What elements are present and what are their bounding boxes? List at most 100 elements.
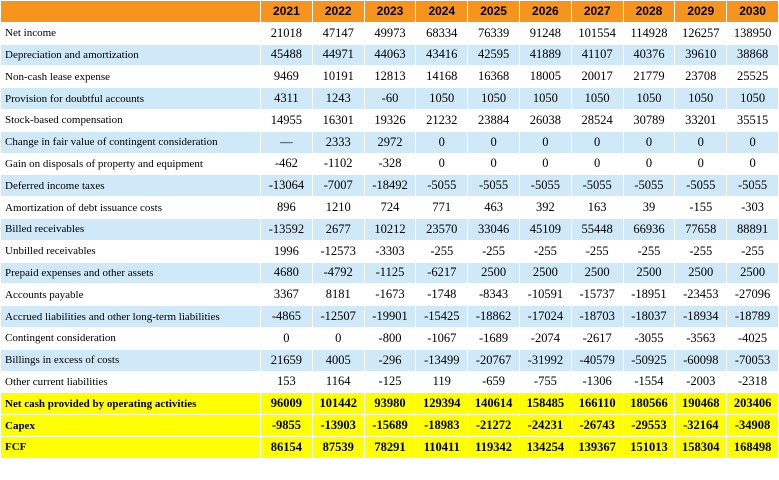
table-row: Billed receivables -13592 2677 10212 23570 33… [0, 217, 779, 241]
cell-value: 2500 [518, 261, 572, 285]
table-row: Contingent consideration 0 0 -800 -1067 -1689… [0, 326, 779, 350]
cell-value: 39610 [674, 43, 728, 67]
row-label: Unbilled receivables [0, 239, 261, 263]
cell-value: -3303 [363, 239, 417, 263]
cell-value: 45109 [518, 217, 572, 241]
header-corner [0, 0, 261, 23]
cell-value: 110411 [415, 435, 469, 459]
cell-value: 44063 [363, 43, 417, 67]
cell-value: 35515 [726, 108, 779, 132]
cell-value: -296 [363, 348, 417, 372]
cell-value: 2500 [726, 261, 779, 285]
cell-value: -18789 [726, 305, 779, 328]
cell-value: -13592 [260, 217, 313, 241]
cell-value: -255 [415, 239, 469, 263]
cell-value: -27096 [726, 283, 779, 307]
table-row: Non-cash lease expense 9469 10191 12813 1416… [0, 65, 779, 89]
cell-value: -1748 [415, 283, 469, 307]
cell-value: 4005 [311, 348, 365, 372]
cell-value: -755 [518, 370, 572, 394]
cell-value: 88891 [726, 217, 779, 241]
cell-value: 463 [467, 196, 520, 219]
cell-value: -70053 [726, 348, 779, 372]
table-row: Gain on disposals of property and equipm… [0, 152, 779, 176]
cell-value: -7007 [311, 174, 365, 198]
table-row: Net cash provided by operating activitie… [0, 392, 779, 416]
cell-value: 2972 [363, 130, 417, 154]
row-label: Change in fair value of contingent consi… [0, 130, 261, 154]
cell-value: -2318 [726, 370, 779, 394]
year-header: 2022 [311, 0, 365, 23]
cell-value: -2003 [674, 370, 728, 394]
row-label: Amortization of debt issuance costs [0, 196, 261, 219]
cell-value: 0 [415, 152, 469, 176]
cell-value: 21779 [622, 65, 676, 89]
row-label: Depreciation and amortization [0, 43, 261, 67]
row-label: Gain on disposals of property and equipm… [0, 152, 261, 176]
cell-value: 134254 [518, 435, 572, 459]
cell-value: 41107 [570, 43, 624, 67]
cell-value: 1164 [311, 370, 365, 394]
cell-value: -2074 [518, 326, 572, 350]
cell-value: -255 [467, 239, 520, 263]
cell-value: 119 [415, 370, 469, 394]
cell-value: 96009 [260, 392, 313, 416]
row-label: Net cash provided by operating activitie… [0, 392, 261, 416]
cell-value: 2677 [311, 217, 365, 241]
cell-value: 1050 [415, 87, 469, 110]
cell-value: -6217 [415, 261, 469, 285]
cell-value: 392 [518, 196, 572, 219]
cell-value: 39 [622, 196, 676, 219]
cell-value: 10212 [363, 217, 417, 241]
cell-value: 8181 [311, 283, 365, 307]
cell-value: 14955 [260, 108, 313, 132]
table-row: Net income 21018 47147 49973 68334 76339 91248… [0, 21, 779, 45]
cell-value: 43416 [415, 43, 469, 67]
table-row: Capex -9855 -13903 -15689 -18983 -21272 -24231… [0, 414, 779, 437]
year-header: 2024 [415, 0, 469, 23]
row-label: Accrued liabilities and other long-term … [0, 305, 261, 328]
cell-value: -23453 [674, 283, 728, 307]
cell-value: -5055 [467, 174, 520, 198]
cell-value: 2500 [570, 261, 624, 285]
row-label: Capex [0, 414, 261, 437]
cell-value: -800 [363, 326, 417, 350]
cell-value: -13903 [311, 414, 365, 437]
cell-value: 3367 [260, 283, 313, 307]
table-row: Unbilled receivables 1996 -12573 -3303 -255-… [0, 239, 779, 263]
cell-value: 1050 [518, 87, 572, 110]
year-header: 2021 [260, 0, 313, 23]
cell-value: -3563 [674, 326, 728, 350]
table-row: FCF 86154 87539 78291 110411 119342 134254 1393… [0, 435, 779, 459]
cell-value: 119342 [467, 435, 520, 459]
cell-value: 1996 [260, 239, 313, 263]
cell-value: -255 [674, 239, 728, 263]
cell-value: -12573 [311, 239, 365, 263]
cell-value: 2333 [311, 130, 365, 154]
cell-value: 16368 [467, 65, 520, 89]
cell-value: -13064 [260, 174, 313, 198]
cell-value: 771 [415, 196, 469, 219]
cell-value: -26743 [570, 414, 624, 437]
cell-value: 1050 [726, 87, 779, 110]
cell-value: 101554 [570, 21, 624, 45]
row-label: FCF [0, 435, 261, 459]
cell-value: -32164 [674, 414, 728, 437]
cell-value: 114928 [622, 21, 676, 45]
table-row: Prepaid expenses and other assets 4680 -47… [0, 261, 779, 285]
cell-value: 140614 [467, 392, 520, 416]
year-header: 2023 [363, 0, 417, 23]
cell-value: 16301 [311, 108, 365, 132]
cell-value: 1243 [311, 87, 365, 110]
cell-value: -255 [518, 239, 572, 263]
cell-value: -15737 [570, 283, 624, 307]
row-label: Billings in excess of costs [0, 348, 261, 372]
cell-value: -5055 [518, 174, 572, 198]
cell-value: -18703 [570, 305, 624, 328]
cell-value: 91248 [518, 21, 572, 45]
cell-value: 28524 [570, 108, 624, 132]
cell-value: 26038 [518, 108, 572, 132]
cell-value: -17024 [518, 305, 572, 328]
cell-value: -8343 [467, 283, 520, 307]
cell-value: 4311 [260, 87, 313, 110]
